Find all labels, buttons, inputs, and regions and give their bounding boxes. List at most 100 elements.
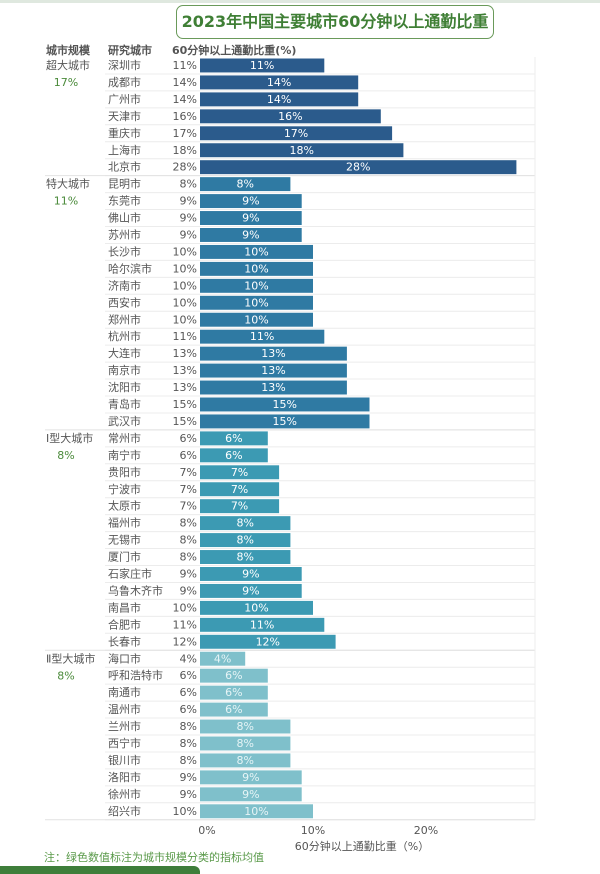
city-label: 合肥市 xyxy=(108,617,141,631)
bar xyxy=(200,499,280,514)
bar-label: 13% xyxy=(261,381,285,394)
bar xyxy=(200,346,347,361)
bar xyxy=(200,651,246,666)
city-label: 郑州市 xyxy=(108,312,141,326)
value-label: 16% xyxy=(173,110,197,123)
group-mean: 8% xyxy=(57,669,74,682)
city-label: 天津市 xyxy=(108,109,141,123)
value-label: 6% xyxy=(180,449,197,462)
city-label: 昆明市 xyxy=(108,177,141,191)
bar-label: 8% xyxy=(236,178,253,191)
value-label: 13% xyxy=(173,364,197,377)
bar xyxy=(200,329,325,344)
value-label: 9% xyxy=(180,584,197,597)
group-label: 特大城市 xyxy=(46,177,90,191)
group-mean: 8% xyxy=(57,449,74,462)
bar-label: 8% xyxy=(236,517,253,530)
bar-label: 13% xyxy=(261,347,285,360)
bar-label: 14% xyxy=(267,93,291,106)
header-city: 研究城市 xyxy=(108,44,152,57)
bar-label: 8% xyxy=(236,720,253,733)
bar xyxy=(200,380,347,395)
value-label: 6% xyxy=(180,703,197,716)
value-label: 8% xyxy=(180,720,197,733)
bar-label: 11% xyxy=(250,59,274,72)
bar xyxy=(200,414,370,429)
value-label: 7% xyxy=(180,466,197,479)
city-label: 乌鲁木齐市 xyxy=(108,583,163,597)
city-label: 宁波市 xyxy=(108,482,141,496)
bar xyxy=(200,804,313,819)
bar-label: 11% xyxy=(250,618,274,631)
city-label: 无锡市 xyxy=(108,533,141,547)
bar xyxy=(200,228,302,242)
value-label: 8% xyxy=(180,534,197,547)
bar xyxy=(200,787,302,802)
bar xyxy=(200,567,302,581)
x-tick-label: 0% xyxy=(198,824,215,837)
value-label: 13% xyxy=(173,381,197,394)
city-label: 大连市 xyxy=(108,346,141,360)
bar xyxy=(200,431,268,446)
city-label: 长春市 xyxy=(108,634,141,648)
city-label: 福州市 xyxy=(108,516,141,530)
bar xyxy=(200,58,325,73)
value-label: 6% xyxy=(180,686,197,699)
value-label: 10% xyxy=(173,805,197,818)
x-tick-label: 10% xyxy=(301,824,325,837)
bar-label: 8% xyxy=(236,551,253,564)
bar-label: 17% xyxy=(284,127,308,140)
bar-label: 7% xyxy=(231,500,248,513)
value-label: 10% xyxy=(173,262,197,275)
city-label: 东莞市 xyxy=(108,194,141,208)
bar-label: 9% xyxy=(242,212,259,225)
bar-label: 7% xyxy=(231,483,248,496)
bar xyxy=(200,550,291,564)
bar-label: 28% xyxy=(346,161,370,174)
bar-label: 6% xyxy=(225,669,242,682)
bar-label: 18% xyxy=(289,144,313,157)
bar-label: 10% xyxy=(244,313,268,326)
city-label: 青岛市 xyxy=(108,397,141,411)
value-label: 8% xyxy=(180,737,197,750)
bar xyxy=(200,75,359,90)
bar xyxy=(200,770,302,785)
value-label: 10% xyxy=(173,601,197,614)
value-label: 7% xyxy=(180,500,197,513)
city-label: 上海市 xyxy=(108,143,141,157)
bar xyxy=(200,312,313,327)
city-label: 北京市 xyxy=(108,160,141,174)
value-label: 10% xyxy=(173,313,197,326)
value-label: 10% xyxy=(173,279,197,292)
value-label: 28% xyxy=(173,161,197,174)
value-label: 8% xyxy=(180,517,197,530)
city-label: 洛阳市 xyxy=(108,770,141,784)
bar-label: 8% xyxy=(236,534,253,547)
city-label: 呼和浩特市 xyxy=(108,668,163,682)
bar-label: 9% xyxy=(242,584,259,597)
bar xyxy=(200,533,291,548)
bar xyxy=(200,736,291,751)
bar xyxy=(200,600,313,615)
bar xyxy=(200,363,347,378)
bar-label: 9% xyxy=(242,229,259,242)
bar-label: 14% xyxy=(267,76,291,89)
bar xyxy=(200,465,280,480)
city-label: 武汉市 xyxy=(108,414,141,428)
bar xyxy=(200,702,268,717)
city-label: 沈阳市 xyxy=(108,380,141,394)
value-label: 12% xyxy=(173,635,197,648)
value-label: 6% xyxy=(180,432,197,445)
city-label: 深圳市 xyxy=(108,58,141,72)
city-label: 佛山市 xyxy=(108,211,141,225)
value-label: 6% xyxy=(180,669,197,682)
bar-label: 6% xyxy=(225,449,242,462)
bar-label: 9% xyxy=(242,788,259,801)
bar xyxy=(200,126,393,141)
city-label: 西宁市 xyxy=(108,736,141,750)
value-label: 17% xyxy=(173,127,197,140)
city-label: 南京市 xyxy=(108,363,141,377)
bar-label: 11% xyxy=(250,330,274,343)
city-label: 杭州市 xyxy=(108,329,141,343)
bar-label: 9% xyxy=(242,771,259,784)
